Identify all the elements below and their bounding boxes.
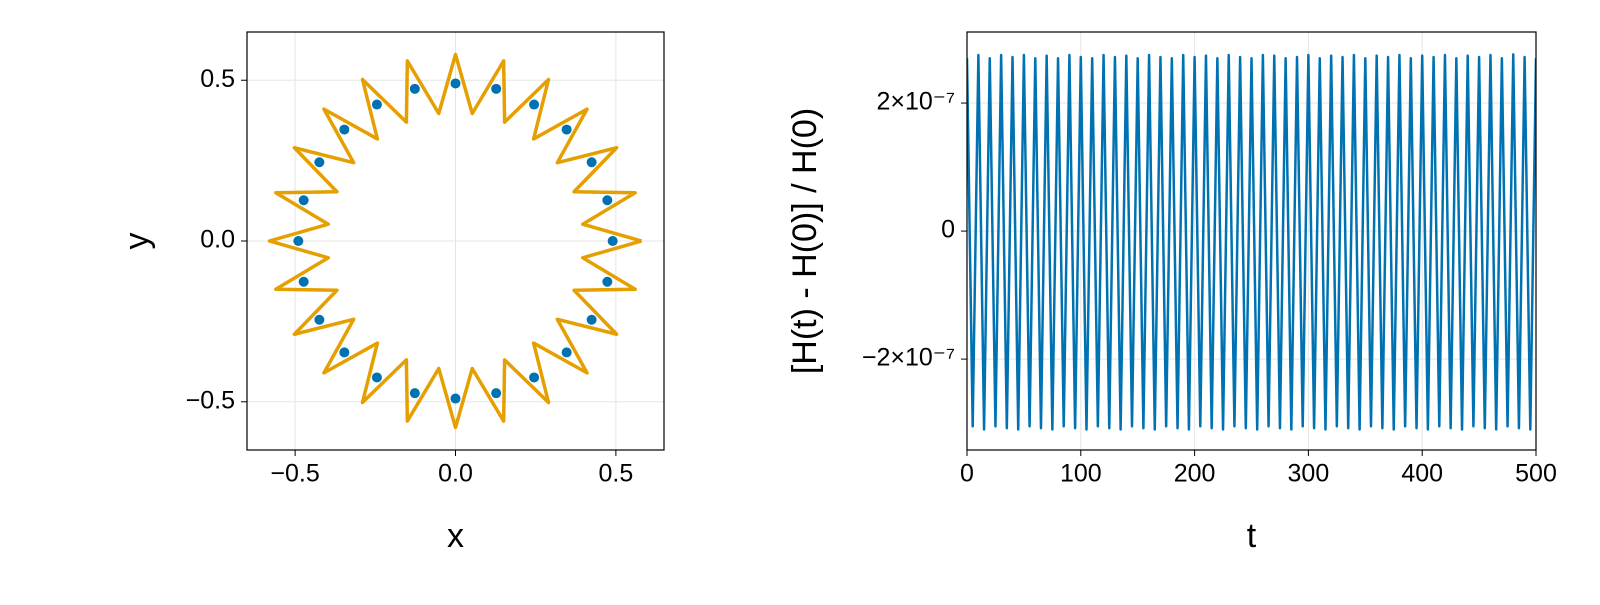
point (314, 157, 325, 168)
point (339, 347, 350, 358)
point (371, 99, 382, 110)
y-tick-label: −0.5 (186, 386, 235, 414)
y-tick-label: 0.5 (200, 65, 235, 93)
point (602, 195, 613, 206)
point (491, 388, 502, 399)
y-axis-label: y (118, 233, 156, 250)
y-tick-label: −2×10⁻⁷ (862, 344, 955, 372)
point (491, 83, 502, 94)
point (409, 388, 420, 399)
x-tick-label: 400 (1401, 460, 1443, 488)
point (314, 314, 325, 325)
x-tick-label: 500 (1515, 460, 1557, 488)
x-tick-label: −0.5 (270, 460, 319, 488)
y-axis-label: [H(t) - H(0)] / H(0) (786, 108, 824, 374)
point (529, 99, 540, 110)
line (967, 53, 1536, 431)
point (586, 157, 597, 168)
point (602, 276, 613, 287)
x-tick-label: 300 (1288, 460, 1330, 488)
x-axis-label: t (1247, 517, 1257, 555)
point (529, 372, 540, 383)
x-tick-label: 0.5 (599, 460, 634, 488)
point (450, 393, 461, 404)
axes-frame (246, 31, 665, 451)
line (267, 52, 643, 430)
plot-area (267, 52, 643, 430)
plot-area (967, 53, 1536, 431)
point (298, 195, 309, 206)
x-tick-label: 100 (1060, 460, 1102, 488)
point (371, 372, 382, 383)
point (293, 236, 304, 246)
point (339, 124, 350, 135)
x-axis-label: x (447, 517, 464, 555)
y-tick-label: 2×10⁻⁷ (876, 88, 955, 116)
y-tick-label: 0.0 (200, 226, 235, 254)
y-tick-label: 0 (941, 216, 955, 244)
point (298, 276, 309, 287)
point (607, 236, 618, 246)
x-tick-label: 0.0 (438, 460, 473, 488)
x-tick-label: 200 (1174, 460, 1216, 488)
point (409, 83, 420, 94)
x-tick-label: 0 (960, 460, 974, 488)
point (450, 78, 461, 89)
point (586, 314, 597, 325)
point (561, 124, 572, 135)
axes-frame (966, 31, 1537, 451)
point (561, 347, 572, 358)
